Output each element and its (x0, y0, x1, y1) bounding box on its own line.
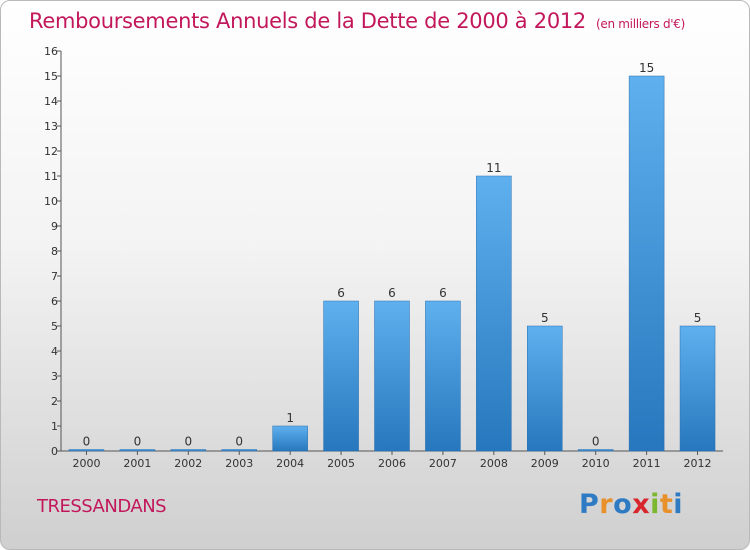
x-tick-label: 2000 (72, 457, 100, 470)
logo-letter: P (579, 489, 600, 520)
y-tick-label: 6 (51, 295, 58, 308)
data-label: 0 (184, 435, 192, 449)
bar (679, 325, 716, 452)
commune-name: TRESSANDANS (37, 496, 167, 517)
bar (374, 300, 410, 452)
data-label: 5 (694, 311, 702, 325)
logo-letter: r (599, 489, 614, 520)
bar (476, 175, 512, 452)
x-tick-label: 2010 (582, 457, 610, 470)
data-label: 15 (639, 61, 654, 75)
data-label: 1 (286, 411, 294, 425)
y-tick-label: 12 (44, 145, 58, 158)
logo-letter: t (659, 489, 674, 520)
y-tick-label: 8 (51, 245, 58, 258)
bar (221, 449, 257, 452)
chart-unit: (en milliers d'€) (596, 17, 686, 31)
logo-letter: i (673, 489, 684, 520)
y-tick-label: 16 (44, 45, 58, 58)
proxiti-logo: Proxiti (579, 489, 683, 520)
bar (577, 449, 614, 452)
logo-letter: o (613, 489, 633, 520)
y-tick-label: 0 (51, 445, 58, 458)
bar (527, 325, 563, 452)
bar (119, 449, 156, 452)
bars: 0 0 0 0 1 6 6 6 11 5 0 15 5 (68, 61, 716, 452)
y-tick-label: 14 (44, 95, 58, 108)
bar (68, 449, 105, 452)
y-tick-label: 2 (51, 395, 58, 408)
data-label: 6 (439, 286, 447, 300)
x-tick-label: 2004 (276, 457, 304, 470)
bar (170, 449, 207, 452)
data-label: 6 (337, 286, 345, 300)
bar (628, 75, 665, 452)
y-tick-label: 3 (51, 370, 58, 383)
data-label: 0 (592, 435, 600, 449)
data-label: 0 (83, 435, 91, 449)
y-tick-label: 7 (51, 270, 58, 283)
y-tick-label: 10 (44, 195, 58, 208)
x-tick-label: 2009 (531, 457, 559, 470)
data-label: 0 (235, 435, 243, 449)
x-tick-label: 2005 (327, 457, 355, 470)
x-tick-label: 2008 (480, 457, 508, 470)
logo-letter: i (650, 489, 660, 520)
logo-letter: x (632, 489, 651, 520)
y-tick-label: 1 (51, 420, 58, 433)
y-tick-label: 15 (44, 70, 58, 83)
x-tick-label: 2002 (174, 457, 202, 470)
data-label: 0 (134, 435, 142, 449)
x-tick-label: 2007 (429, 457, 457, 470)
chart-title-text: Remboursements Annuels de la Dette de 20… (29, 9, 586, 33)
x-tick-label: 2006 (378, 457, 406, 470)
bar (272, 425, 308, 452)
x-tick-label: 2012 (684, 457, 712, 470)
x-tick-label: 2011 (633, 457, 661, 470)
y-tick-label: 4 (51, 345, 58, 358)
y-tick-label: 11 (44, 170, 58, 183)
y-tick-label: 5 (51, 320, 58, 333)
chart-title: Remboursements Annuels de la Dette de 20… (29, 9, 685, 33)
x-tick-label: 2001 (123, 457, 151, 470)
x-tick-label: 2003 (225, 457, 253, 470)
y-tick-label: 13 (44, 120, 58, 133)
data-label: 11 (486, 161, 501, 175)
data-label: 5 (541, 311, 549, 325)
data-label: 6 (388, 286, 396, 300)
bar (425, 300, 461, 452)
y-tick-label: 9 (51, 220, 58, 233)
bar (323, 300, 359, 452)
